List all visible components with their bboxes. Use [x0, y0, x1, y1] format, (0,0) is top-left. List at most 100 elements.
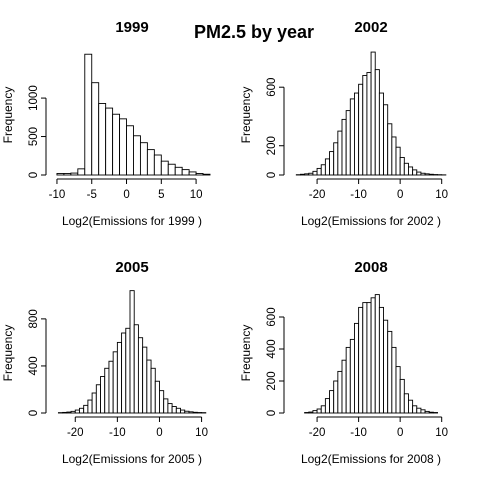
histogram-bar	[337, 130, 343, 176]
y-axis-label: Frequency	[239, 325, 253, 382]
histogram-bar	[366, 72, 372, 176]
y-tick-label: 0	[266, 410, 278, 416]
x-ticks: -20 -10 0 10	[309, 179, 448, 201]
histogram-bar	[366, 302, 372, 414]
histogram-bar	[180, 409, 186, 414]
histogram-bar	[87, 399, 93, 414]
histogram-bar	[300, 173, 306, 176]
histogram-bar	[77, 168, 86, 176]
x-tick-label: 10	[195, 427, 208, 439]
histogram-bar	[159, 390, 165, 414]
x-tick-label: 0	[397, 427, 403, 439]
histogram-bar	[63, 173, 72, 176]
histogram-bar	[74, 409, 80, 414]
y-tick-label: 1000	[28, 85, 40, 111]
histogram-bar	[374, 294, 380, 414]
y-ticks: 0 400 800	[28, 309, 46, 416]
histogram-bar	[192, 411, 198, 414]
histogram-bar	[412, 405, 418, 414]
histogram-bar	[403, 162, 409, 176]
x-axis-label: Log2(Emissions for 2008 )	[301, 452, 441, 466]
histogram-bar	[316, 408, 322, 414]
histogram-bar	[420, 172, 426, 176]
histogram-bar	[133, 324, 139, 414]
panel-2005: 2005 -20 -10 0 10 0 400 800 Log2(Emissions fo…	[1, 259, 208, 466]
panel-1999: 1999 -10 -5 0 5 10 0 500 1000 Log2(Emissions f…	[1, 19, 211, 228]
histogram-bar	[341, 118, 347, 176]
histogram-bar	[146, 149, 155, 176]
histogram-bar	[83, 404, 89, 414]
y-tick-label: 500	[28, 127, 40, 146]
y-tick-label: 400	[28, 356, 40, 375]
histogram-bar	[70, 172, 79, 176]
histogram-bar	[146, 359, 152, 414]
histogram-bar	[329, 151, 335, 176]
histogram-bar	[337, 370, 343, 414]
histogram-bar	[163, 398, 169, 414]
histogram-bar	[329, 390, 335, 414]
y-tick-label: 800	[28, 309, 40, 328]
histogram-bar	[354, 92, 360, 176]
histogram-bar	[154, 380, 160, 414]
histogram-bar	[412, 169, 418, 176]
y-tick-label: 600	[266, 307, 278, 326]
histogram-bar	[184, 410, 190, 414]
histogram-bar	[383, 319, 389, 414]
x-tick-label: 10	[190, 189, 203, 201]
histogram-bar	[66, 411, 72, 414]
histogram-bar	[308, 172, 314, 176]
histogram-bar	[121, 332, 127, 414]
histogram-bar	[324, 398, 330, 414]
y-tick-label: 600	[266, 78, 278, 97]
histogram-bar	[304, 173, 310, 176]
histogram-bar	[188, 171, 197, 176]
x-ticks: -10 -5 0 5 10	[49, 179, 203, 201]
y-tick-label: 200	[266, 371, 278, 390]
x-tick-label: 0	[397, 189, 403, 201]
histogram-bar	[95, 384, 101, 414]
histogram-bar	[312, 170, 318, 176]
histogram-bar	[316, 167, 322, 176]
histogram-bar	[320, 405, 326, 414]
histogram-bar	[312, 410, 318, 414]
histogram-bar	[387, 330, 393, 414]
histogram-bar	[424, 173, 430, 176]
x-tick-label: -20	[309, 189, 326, 201]
x-tick-label: 0	[123, 189, 129, 201]
histogram-bar	[188, 411, 194, 414]
histogram-bar	[202, 173, 211, 176]
histogram-bar	[160, 160, 169, 176]
histogram-bar	[108, 360, 114, 414]
histogram-bar	[112, 113, 121, 176]
y-ticks: 0 200 600	[266, 78, 284, 178]
y-tick-label: 0	[28, 172, 40, 178]
y-axis-label: Frequency	[239, 87, 253, 144]
histogram-bar	[378, 92, 384, 176]
histogram-bar	[195, 173, 204, 176]
histogram-bar	[167, 163, 176, 176]
y-axis-label: Frequency	[1, 325, 15, 382]
histogram-bar	[91, 82, 100, 176]
x-ticks: -20 -10 0 10	[309, 417, 448, 439]
histogram-bar	[420, 409, 426, 414]
panel-title: 2008	[354, 259, 387, 276]
histogram-bar	[424, 410, 430, 414]
histogram-bar	[333, 380, 339, 414]
histogram-bar	[362, 302, 368, 414]
histogram-bar	[408, 166, 414, 176]
histogram-bars	[57, 290, 207, 414]
histogram-bar	[403, 393, 409, 414]
histogram-bar	[395, 146, 401, 176]
histogram-bar	[139, 142, 148, 176]
histogram-bar	[320, 164, 326, 176]
panel-title: 1999	[115, 19, 148, 36]
histogram-bar	[349, 98, 355, 176]
histogram-bar	[333, 142, 339, 176]
histogram-bar	[416, 407, 422, 414]
histogram-bar	[416, 171, 422, 176]
histogram-bar	[167, 403, 173, 414]
histogram-bar	[174, 166, 183, 176]
histogram-bar	[345, 110, 351, 176]
histogram-bar	[370, 297, 376, 414]
